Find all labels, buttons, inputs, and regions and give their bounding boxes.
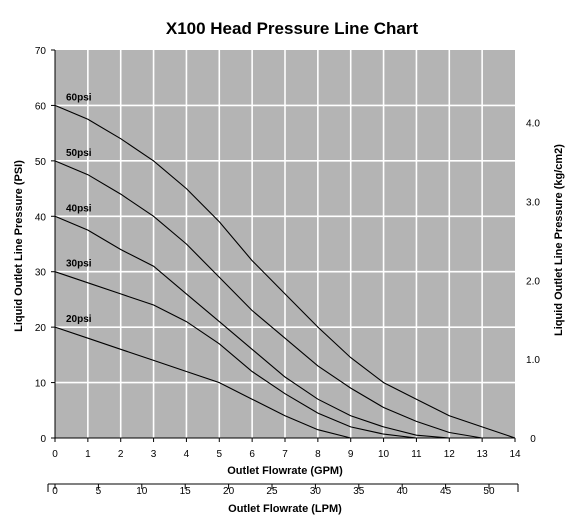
x-tick-label: 4 <box>184 449 190 460</box>
y-axis-label-psi: Liquid Outlet Line Pressure (PSI) <box>13 160 25 332</box>
y-tick-label: 70 <box>35 46 47 57</box>
x-tick-label: 1 <box>85 449 91 460</box>
x2-tick-label: 45 <box>440 486 452 497</box>
x2-tick-label: 0 <box>52 486 58 497</box>
series-label-20psi: 20psi <box>66 314 92 325</box>
y2-tick-label: 4.0 <box>526 119 540 130</box>
y-tick-label: 60 <box>35 101 47 112</box>
y2-tick-label: 3.0 <box>526 197 540 208</box>
y-tick-label: 10 <box>35 379 47 390</box>
series-line-20psi <box>54 326 351 439</box>
x-tick-label: 11 <box>411 449 422 460</box>
series-line-60psi <box>54 104 516 439</box>
x-tick-label: 6 <box>249 449 255 460</box>
x2-tick-label: 30 <box>310 486 322 497</box>
x2-tick-label: 35 <box>353 486 365 497</box>
y2-tick-label: 0 <box>530 434 536 445</box>
x-tick-label: 8 <box>315 449 321 460</box>
x2-tick-label: 15 <box>180 486 192 497</box>
y-tick-label: 30 <box>35 268 47 279</box>
x2-tick-label: 40 <box>397 486 409 497</box>
x2-tick-label: 25 <box>266 486 278 497</box>
series-line-50psi <box>54 160 483 439</box>
series-label-60psi: 60psi <box>66 92 92 103</box>
x-axis-label-gpm: Outlet Flowrate (GPM) <box>227 465 343 477</box>
x2-tick-label: 20 <box>223 486 235 497</box>
x-tick-label: 12 <box>444 449 456 460</box>
y-tick-label: 50 <box>35 157 47 168</box>
series-line-30psi <box>54 271 417 439</box>
x-tick-label: 10 <box>378 449 390 460</box>
y-axis-label-kgcm2: Liquid Outlet Line Pressure (kg/cm2) <box>553 144 565 336</box>
y-tick-label: 0 <box>40 434 46 445</box>
x-tick-label: 5 <box>217 449 223 460</box>
x-tick-label: 13 <box>477 449 489 460</box>
x-axis-label-lpm: Outlet Flowrate (LPM) <box>228 503 342 515</box>
x2-tick-label: 5 <box>96 486 102 497</box>
x-tick-label: 2 <box>118 449 124 460</box>
y-tick-label: 40 <box>35 212 47 223</box>
series-label-50psi: 50psi <box>66 148 92 159</box>
y-tick-label: 20 <box>35 323 47 334</box>
x-tick-label: 3 <box>151 449 157 460</box>
x-tick-label: 14 <box>509 449 521 460</box>
x2-tick-label: 50 <box>483 486 495 497</box>
series-line-40psi <box>54 215 450 439</box>
y2-tick-label: 2.0 <box>526 276 540 287</box>
x-tick-label: 7 <box>282 449 288 460</box>
x2-tick-label: 10 <box>136 486 148 497</box>
series-label-30psi: 30psi <box>66 259 92 270</box>
x-tick-label: 9 <box>348 449 354 460</box>
chart-title: X100 Head Pressure Line Chart <box>166 19 419 38</box>
series-label-40psi: 40psi <box>66 203 92 214</box>
x-tick-label: 0 <box>52 449 58 460</box>
y2-tick-label: 1.0 <box>526 355 540 366</box>
